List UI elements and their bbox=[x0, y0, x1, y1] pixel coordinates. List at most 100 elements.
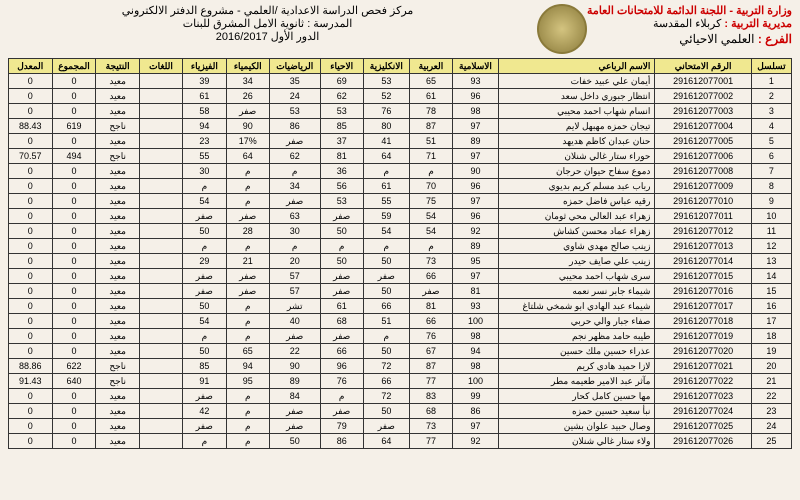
table-row: 2291612077002انتظار جبوري داخل سعد966152… bbox=[9, 89, 792, 104]
cell: 6 bbox=[751, 149, 791, 164]
cell: 23 bbox=[183, 134, 226, 149]
cell: 50 bbox=[183, 344, 226, 359]
cell: م bbox=[226, 389, 269, 404]
cell: 291612077008 bbox=[655, 164, 751, 179]
col-header: المجموع bbox=[52, 59, 96, 74]
cell: 89 bbox=[453, 134, 499, 149]
cell: 56 bbox=[320, 179, 363, 194]
cell: 9 bbox=[751, 194, 791, 209]
cell: 83 bbox=[409, 389, 452, 404]
cell: صفر bbox=[320, 209, 363, 224]
cell: 53 bbox=[269, 104, 320, 119]
cell: 69 bbox=[320, 74, 363, 89]
col-header: العربية bbox=[409, 59, 452, 74]
cell: 61 bbox=[363, 179, 409, 194]
table-row: 21291612077022مآثر عبد الامير طعيمه مطر1… bbox=[9, 374, 792, 389]
cell: 85 bbox=[320, 119, 363, 134]
cell: صفر bbox=[320, 404, 363, 419]
cell: 97 bbox=[453, 194, 499, 209]
cell: 51 bbox=[409, 134, 452, 149]
cell: 78 bbox=[409, 104, 452, 119]
cell: 70 bbox=[409, 179, 452, 194]
cell: 291612077026 bbox=[655, 434, 751, 449]
cell: صفر bbox=[183, 284, 226, 299]
cell: معيد bbox=[96, 209, 139, 224]
cell: 92 bbox=[453, 434, 499, 449]
cell: 100 bbox=[453, 314, 499, 329]
cell bbox=[139, 344, 182, 359]
cell: 0 bbox=[52, 179, 96, 194]
cell: م bbox=[226, 299, 269, 314]
cell: 77 bbox=[409, 374, 452, 389]
cell: 34 bbox=[269, 179, 320, 194]
cell: 0 bbox=[52, 329, 96, 344]
cell: 291612077016 bbox=[655, 284, 751, 299]
cell: صفاء جبار والي حربي bbox=[498, 314, 655, 329]
cell: 291612077024 bbox=[655, 404, 751, 419]
cell: 64 bbox=[226, 149, 269, 164]
cell: 88.86 bbox=[9, 359, 53, 374]
cell: 0 bbox=[9, 329, 53, 344]
cell: رقيه عباس فاضل حمزه bbox=[498, 194, 655, 209]
cell: 53 bbox=[320, 194, 363, 209]
cell: 80 bbox=[363, 119, 409, 134]
cell: معيد bbox=[96, 389, 139, 404]
cell: 98 bbox=[453, 359, 499, 374]
school-label: المدرسة : bbox=[307, 18, 352, 30]
cell: 50 bbox=[183, 299, 226, 314]
cell: 0 bbox=[52, 389, 96, 404]
cell: 79 bbox=[320, 419, 363, 434]
cell: معيد bbox=[96, 284, 139, 299]
cell: 76 bbox=[409, 329, 452, 344]
cell: 61 bbox=[183, 89, 226, 104]
cell: طيبه حامد مظهر نجم bbox=[498, 329, 655, 344]
cell bbox=[139, 359, 182, 374]
cell: شيماء عبد الهادي ابو شمخي شلتاغ bbox=[498, 299, 655, 314]
cell: ناجح bbox=[96, 119, 139, 134]
cell: معيد bbox=[96, 164, 139, 179]
cell bbox=[139, 254, 182, 269]
cell: تشر bbox=[269, 299, 320, 314]
cell: 100 bbox=[453, 374, 499, 389]
cell: صفر bbox=[363, 269, 409, 284]
cell: 291612077017 bbox=[655, 299, 751, 314]
table-row: 6291612077006حوراء ستار غالي شنلان977164… bbox=[9, 149, 792, 164]
cell: 54 bbox=[409, 209, 452, 224]
cell: 72 bbox=[363, 359, 409, 374]
cell: 34 bbox=[226, 74, 269, 89]
table-row: 14291612077015سرى شهاب احمد محيبي9766صفر… bbox=[9, 269, 792, 284]
school-value: ثانوية الامل المشرق للبنات bbox=[183, 18, 304, 30]
cell: 86 bbox=[453, 404, 499, 419]
cell: 0 bbox=[9, 134, 53, 149]
cell: 91 bbox=[183, 374, 226, 389]
cell: صفر bbox=[183, 389, 226, 404]
cell: وصال حبيد علوان بشين bbox=[498, 419, 655, 434]
col-header: الكيمياء bbox=[226, 59, 269, 74]
logo-icon bbox=[537, 4, 587, 54]
cell: 24 bbox=[269, 89, 320, 104]
cell: 54 bbox=[183, 194, 226, 209]
cell: م bbox=[363, 164, 409, 179]
cell bbox=[139, 179, 182, 194]
cell: سرى شهاب احمد محيبي bbox=[498, 269, 655, 284]
cell: 96 bbox=[453, 89, 499, 104]
cell: 89 bbox=[453, 239, 499, 254]
cell: 66 bbox=[409, 269, 452, 284]
cell: 291612077002 bbox=[655, 89, 751, 104]
table-row: 3291612077003انسام شهاب احمد محيبي987876… bbox=[9, 104, 792, 119]
cell: 24 bbox=[751, 419, 791, 434]
cell: معيد bbox=[96, 329, 139, 344]
cell: 55 bbox=[183, 149, 226, 164]
cell: 11 bbox=[751, 224, 791, 239]
cell: 73 bbox=[409, 419, 452, 434]
cell: 0 bbox=[9, 179, 53, 194]
cell: 51 bbox=[363, 314, 409, 329]
cell: 50 bbox=[183, 224, 226, 239]
table-row: 23291612077024نبأ سعيد حسين حمزه866850صف… bbox=[9, 404, 792, 419]
cell: 0 bbox=[52, 164, 96, 179]
cell: م bbox=[363, 239, 409, 254]
cell: 0 bbox=[9, 74, 53, 89]
cell: م bbox=[183, 239, 226, 254]
col-header: الانكليزية bbox=[363, 59, 409, 74]
cell: م bbox=[320, 389, 363, 404]
